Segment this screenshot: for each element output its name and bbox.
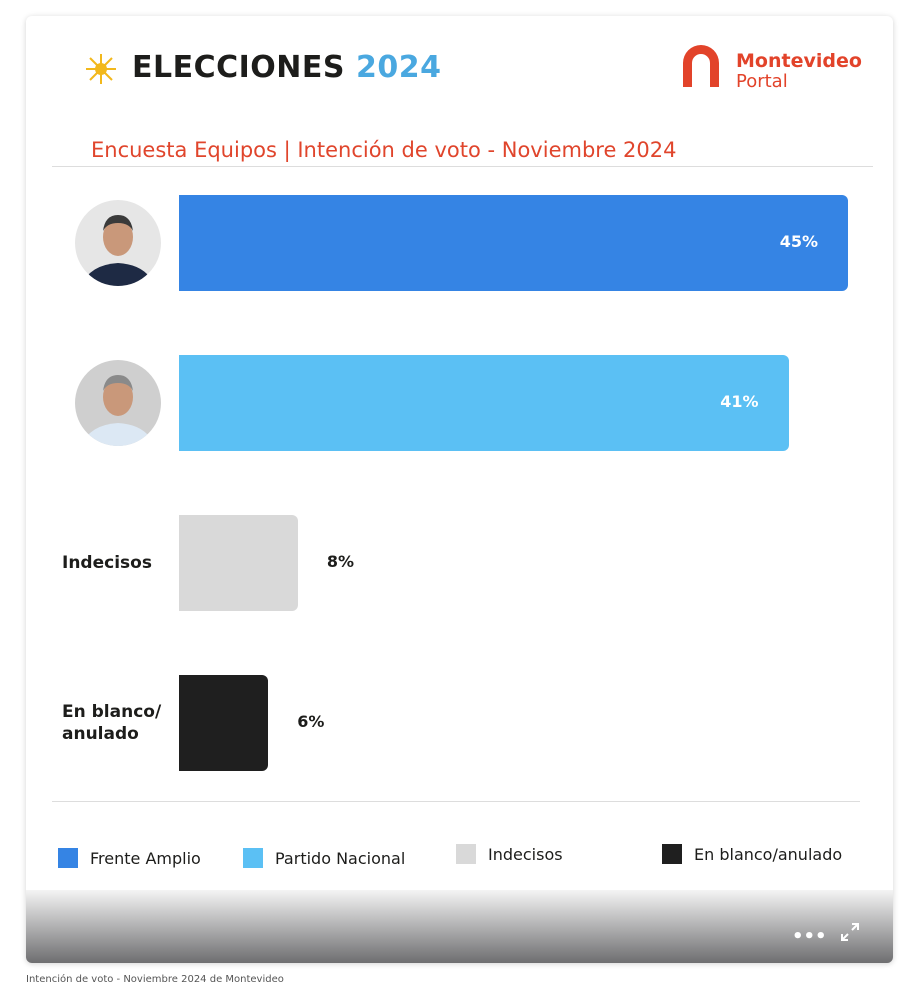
value-label: 6% xyxy=(297,712,325,731)
divider xyxy=(52,801,860,802)
logo-text: Portal xyxy=(736,71,788,92)
caption: Intención de voto - Noviembre 2024 de Mo… xyxy=(26,974,284,985)
title-year: 2024 xyxy=(355,50,442,85)
legend-swatch xyxy=(243,848,263,868)
divider xyxy=(52,166,873,167)
category-label: En blanco/ anulado xyxy=(62,702,162,744)
header-title: ELECCIONES 2024 xyxy=(132,50,441,85)
legend-label: Frente Amplio xyxy=(90,849,201,868)
fullscreen-button[interactable] xyxy=(840,922,860,942)
legend-label: Indecisos xyxy=(488,845,563,864)
bar xyxy=(179,675,269,771)
bar xyxy=(179,195,848,291)
logo-text: Montevideo xyxy=(736,50,862,72)
sun-icon xyxy=(86,54,116,84)
bar xyxy=(179,515,298,611)
value-label: 8% xyxy=(326,552,355,571)
title-main: ELECCIONES xyxy=(132,50,346,85)
category-label: Indecisos xyxy=(62,553,152,573)
legend-label: Partido Nacional xyxy=(275,849,406,868)
chart-card: ELECCIONES 2024 Montevideo Portal Encues… xyxy=(26,16,893,963)
legend-swatch xyxy=(456,844,476,864)
logo-icon xyxy=(683,45,719,87)
value-label: 45% xyxy=(779,232,818,251)
chart-title: Encuesta Equipos | Intención de voto - N… xyxy=(91,138,677,162)
legend-swatch xyxy=(58,848,78,868)
legend-swatch xyxy=(662,844,682,864)
value-label: 41% xyxy=(720,392,759,411)
plot: 45% 41% 8% Indecisos 6% En blanco/ anulado F… xyxy=(26,16,893,890)
candidate-photo xyxy=(75,200,161,286)
legend-label: En blanco/anulado xyxy=(694,845,843,864)
bar xyxy=(179,355,789,451)
viewer-toolbar: ••• xyxy=(26,890,893,963)
more-button[interactable]: ••• xyxy=(792,926,827,947)
candidate-photo xyxy=(75,360,161,446)
